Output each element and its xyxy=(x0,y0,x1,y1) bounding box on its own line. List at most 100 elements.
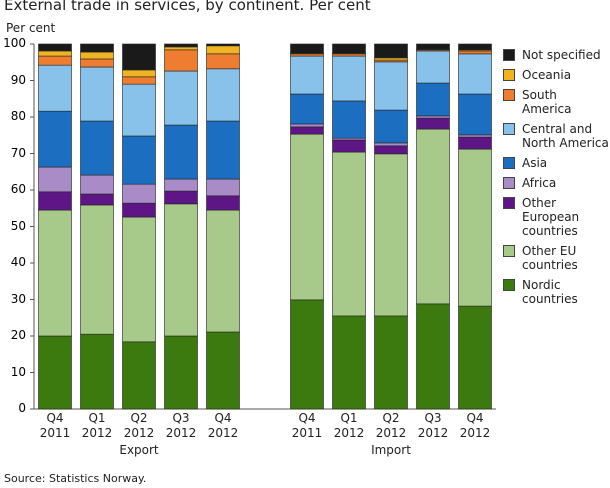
bar-segment xyxy=(290,133,324,301)
y-tick-label: 40 xyxy=(10,255,26,269)
bar-segment xyxy=(206,209,240,333)
y-tick-label: 10 xyxy=(10,364,26,379)
legend-label: Not specified xyxy=(522,48,601,62)
legend-swatch xyxy=(503,89,515,101)
bar-segment xyxy=(80,43,114,53)
legend-item: Central and North America xyxy=(503,122,610,150)
bar-segment xyxy=(458,136,492,150)
bar-segment xyxy=(164,335,198,410)
chart-title: External trade in services, by continent… xyxy=(4,0,371,14)
bar-segment xyxy=(458,93,492,136)
bar-segment xyxy=(374,153,408,317)
bar-segment xyxy=(122,135,156,185)
bar-segment xyxy=(332,55,366,102)
bar-segment xyxy=(206,195,240,211)
bar-segment xyxy=(332,43,366,54)
legend-swatch xyxy=(503,177,515,189)
x-tick-label: Q2 2012 xyxy=(123,411,155,440)
x-tick-label: Q3 2012 xyxy=(165,411,197,440)
y-tick-label: 90 xyxy=(10,72,26,87)
bar-segment xyxy=(164,190,198,205)
x-tick-label: Q4 2011 xyxy=(291,411,323,440)
bar-segment xyxy=(374,61,408,111)
y-tick-label: 70 xyxy=(10,145,26,160)
legend-item: South America xyxy=(503,88,610,116)
bar-segment xyxy=(164,49,198,72)
legend-swatch xyxy=(503,123,515,135)
bar-segment xyxy=(80,120,114,176)
bar-segment xyxy=(164,46,198,51)
legend-swatch xyxy=(503,49,515,61)
bar-segment xyxy=(164,203,198,337)
legend-label: Nordic countries xyxy=(522,278,578,306)
bar-segment xyxy=(80,204,114,335)
bar-segment xyxy=(290,93,324,125)
bar-segment xyxy=(458,305,492,410)
legend-item: Africa xyxy=(503,176,610,190)
y-tick-label: 80 xyxy=(10,109,26,123)
bar-segment xyxy=(290,53,324,57)
legend-item: Oceania xyxy=(503,68,610,82)
legend-label: Other EU countries xyxy=(522,244,578,272)
legend-swatch xyxy=(503,245,515,257)
bar-segment xyxy=(458,50,492,55)
y-axis-label: Per cent xyxy=(6,21,56,35)
y-tick-label: 100 xyxy=(3,36,26,50)
legend-swatch xyxy=(503,279,515,291)
bar-segment xyxy=(416,50,450,84)
bar-segment xyxy=(416,128,450,305)
bar-segment xyxy=(80,333,114,410)
bar-segment xyxy=(416,117,450,130)
x-tick-label: Q1 2012 xyxy=(333,411,365,440)
group-label: Export xyxy=(119,443,159,457)
bar-segment xyxy=(374,145,408,155)
bar-segment xyxy=(458,148,492,307)
legend-item: Asia xyxy=(503,156,610,170)
bar-segment xyxy=(38,335,72,410)
bar-segment xyxy=(80,66,114,122)
bar-segment xyxy=(38,191,72,211)
bar-segment xyxy=(122,183,156,204)
legend-item: Other EU countries xyxy=(503,244,610,272)
bar-segment xyxy=(80,193,114,206)
bar-segment xyxy=(122,216,156,343)
bar-segment xyxy=(164,70,198,126)
legend-label: South America xyxy=(522,88,572,116)
y-tick-label: 30 xyxy=(10,291,26,306)
bar-segment xyxy=(206,45,240,55)
bar-segment xyxy=(206,53,240,70)
bar-segment xyxy=(122,69,156,78)
legend-swatch xyxy=(503,197,515,209)
bar-segment xyxy=(332,53,366,57)
bar-segment xyxy=(416,43,450,50)
x-tick-label: Q2 2012 xyxy=(375,411,407,440)
bar-segment xyxy=(206,68,240,122)
bar-segment xyxy=(290,123,324,128)
bar-segment xyxy=(122,43,156,71)
legend-label: Central and North America xyxy=(522,122,609,150)
bar-segment xyxy=(290,126,324,135)
bar-segment xyxy=(38,110,72,168)
bar-segment xyxy=(164,178,198,192)
bar-segment xyxy=(164,124,198,180)
legend-label: Africa xyxy=(522,176,557,190)
bar-segment xyxy=(38,209,72,337)
bar-segment xyxy=(38,50,72,57)
y-tick-label: 20 xyxy=(10,328,26,342)
group-label: Import xyxy=(371,443,411,457)
x-tick-label: Q4 2011 xyxy=(39,411,71,440)
legend-swatch xyxy=(503,69,515,81)
legend: Not specified Oceania South America Central… xyxy=(503,48,610,306)
source: Source: Statistics Norway. xyxy=(4,472,147,485)
y-tick-label: 0 xyxy=(18,401,26,415)
legend-label: Other European countries xyxy=(522,196,580,238)
bar-segment xyxy=(374,43,408,59)
legend-item: Nordic countries xyxy=(503,278,610,306)
y-tick-label: 60 xyxy=(10,182,26,196)
bar-segment xyxy=(80,58,114,68)
bar-segment xyxy=(290,43,324,54)
legend-item: Other European countries xyxy=(503,196,610,238)
bar-segment xyxy=(374,57,408,61)
bar-segment xyxy=(206,120,240,180)
